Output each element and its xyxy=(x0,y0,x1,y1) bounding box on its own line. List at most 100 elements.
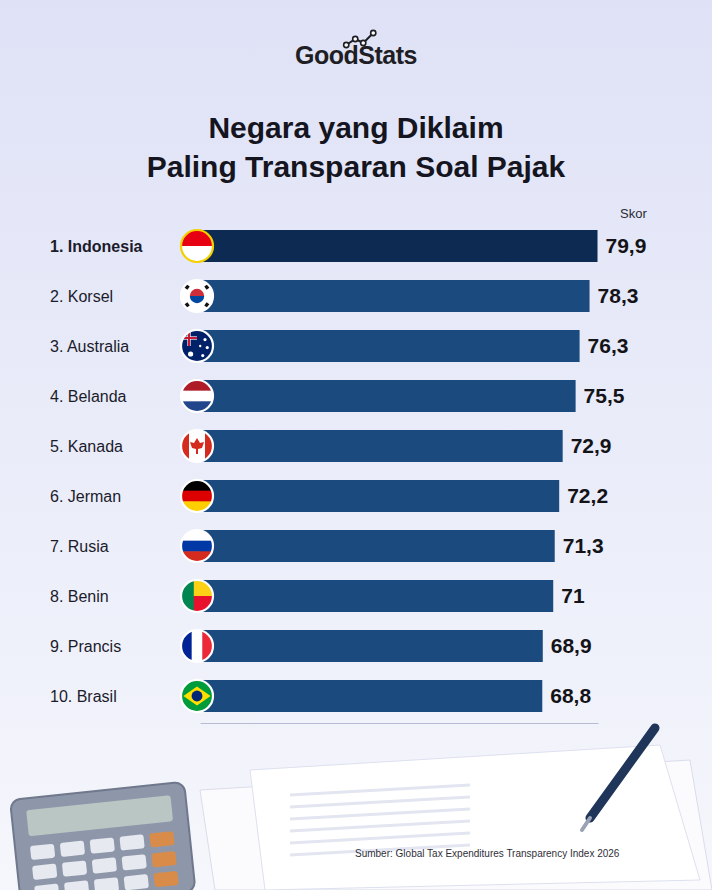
paper-line xyxy=(290,833,470,843)
value-heading: Skor xyxy=(620,206,647,221)
flag xyxy=(181,230,213,263)
calculator-key xyxy=(64,880,89,890)
flag-ring xyxy=(181,530,213,562)
paper-line xyxy=(290,797,470,807)
title: Negara yang Diklaim xyxy=(208,111,503,144)
flag-body xyxy=(181,230,213,263)
bar xyxy=(200,230,598,262)
flag-part xyxy=(183,686,210,705)
flag xyxy=(181,530,213,563)
flag-part xyxy=(181,280,213,312)
flag-body xyxy=(181,280,213,312)
flag-ring xyxy=(181,230,213,262)
category-label: 8. Benin xyxy=(50,588,109,605)
illustration xyxy=(10,728,712,890)
x-axis-line xyxy=(201,723,599,724)
flag-part xyxy=(181,680,213,712)
flag xyxy=(181,430,214,462)
bar xyxy=(200,430,563,462)
flag xyxy=(181,680,213,712)
paper-line xyxy=(290,821,470,831)
bar xyxy=(200,630,543,662)
category-label: 2. Korsel xyxy=(50,288,113,305)
flag xyxy=(181,580,213,612)
data-label: 72,2 xyxy=(567,484,608,507)
flag-part xyxy=(190,296,204,303)
data-label: 79,9 xyxy=(606,234,647,257)
pen xyxy=(590,728,655,818)
flag-part xyxy=(181,541,213,552)
title: Paling Transparan Soal Pajak xyxy=(147,150,566,183)
flag-body xyxy=(181,530,213,563)
bar xyxy=(200,330,580,362)
flag-part xyxy=(192,691,203,702)
bar xyxy=(200,280,590,312)
paper-line xyxy=(290,785,470,795)
bar xyxy=(200,530,555,562)
flag-body xyxy=(181,330,213,362)
logo-icon-dot xyxy=(371,30,376,35)
flag-part xyxy=(181,330,213,362)
flag-ring xyxy=(181,430,213,462)
calculator-key xyxy=(62,860,87,876)
flag xyxy=(181,380,213,413)
flag-ring xyxy=(181,480,213,512)
data-label: 71,3 xyxy=(563,534,604,557)
flag-part xyxy=(189,430,206,462)
calculator-body xyxy=(10,782,196,890)
flag-part xyxy=(203,338,206,341)
category-label: 10. Brasil xyxy=(50,688,117,705)
flag xyxy=(181,330,213,362)
logo-icon-dot xyxy=(353,36,358,41)
flag-part xyxy=(190,438,204,454)
category-label: 6. Jerman xyxy=(50,488,121,505)
flag-ring xyxy=(181,330,213,362)
flag-part xyxy=(188,351,193,356)
flag-body xyxy=(181,680,213,712)
flag-ring xyxy=(181,280,213,312)
flag-part xyxy=(181,491,213,502)
calculator-key xyxy=(32,864,57,880)
category-label: 5. Kanada xyxy=(50,438,123,455)
flag-body xyxy=(181,630,214,662)
bar xyxy=(200,580,553,612)
flag-part xyxy=(181,230,213,247)
calculator-key xyxy=(119,834,144,850)
flag-part xyxy=(201,354,204,357)
calculator-key xyxy=(90,837,115,853)
flag-ring xyxy=(181,580,213,612)
chart-container: GoodStats Negara yang Diklaim Paling Trans… xyxy=(0,0,712,890)
y-axis-labels: 1. Indonesia2. Korsel3. Australia4. Bela… xyxy=(50,238,143,705)
background xyxy=(0,0,712,890)
calculator-key xyxy=(124,874,149,890)
logo-icon-dot xyxy=(361,40,366,45)
flag-part xyxy=(192,630,203,662)
data-labels: 79,978,376,375,572,972,271,37168,968,8 xyxy=(550,234,646,707)
calculator-key xyxy=(60,841,85,857)
flag xyxy=(181,630,214,662)
logo-icon-dot xyxy=(344,42,349,47)
calculator-key xyxy=(149,831,174,847)
calculator-key xyxy=(153,871,178,887)
bar xyxy=(200,680,542,712)
flag xyxy=(181,480,213,513)
flag-ring xyxy=(181,380,213,412)
flag-part xyxy=(181,246,213,263)
calculator-key xyxy=(122,854,147,870)
flag-part xyxy=(206,346,209,349)
logo: GoodStats xyxy=(295,41,417,69)
bar xyxy=(200,380,576,412)
data-label: 72,9 xyxy=(571,434,612,457)
data-label: 76,3 xyxy=(588,334,629,357)
data-label: 68,8 xyxy=(550,684,591,707)
flag-part xyxy=(181,391,213,402)
calculator-key xyxy=(151,851,176,867)
data-label: 75,5 xyxy=(584,384,625,407)
flag-ring xyxy=(181,630,213,662)
source: Sumber: Global Tax Expenditures Transpar… xyxy=(355,848,620,859)
category-label: 4. Belanda xyxy=(50,388,127,405)
flag-body xyxy=(181,380,213,413)
data-label: 71 xyxy=(561,584,585,607)
bars xyxy=(200,230,598,712)
flag-part xyxy=(199,345,201,347)
